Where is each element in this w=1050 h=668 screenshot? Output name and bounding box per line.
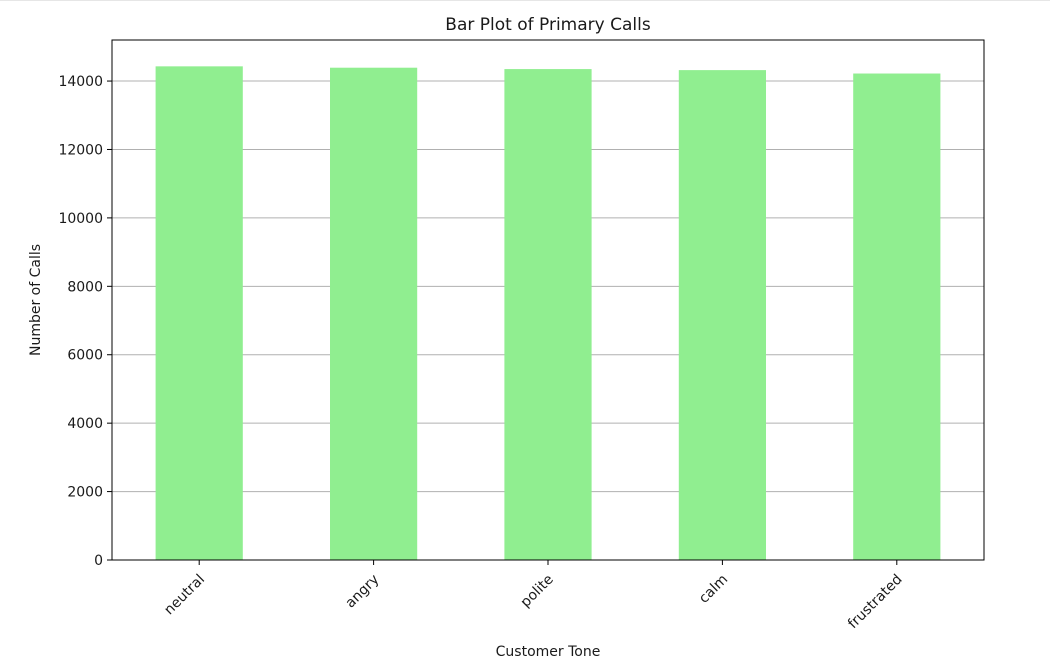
y-tick-label: 6000 [67, 348, 103, 364]
y-tick-label: 12000 [58, 142, 103, 158]
x-tick-label: calm [696, 572, 731, 607]
x-tick-label: neutral [161, 572, 208, 619]
y-axis-ticks: 0 2000 4000 6000 8000 10000 12000 14000 [58, 74, 112, 569]
y-tick-label: 8000 [67, 279, 103, 295]
bar-polite [504, 69, 592, 560]
y-tick-label: 4000 [67, 416, 103, 432]
x-tick-label: frustrated [845, 572, 906, 633]
chart-title: Bar Plot of Primary Calls [445, 15, 651, 35]
bar-calm [678, 70, 766, 561]
bar-frustrated [853, 73, 941, 561]
y-tick-label: 10000 [58, 211, 103, 227]
x-tick-label: polite [518, 572, 557, 611]
y-tick-label: 14000 [58, 74, 103, 90]
x-tick-label: angry [343, 572, 383, 612]
x-axis-label: Customer Tone [496, 644, 601, 660]
y-axis-label: Number of Calls [28, 244, 44, 356]
x-axis-ticks: neutral angry polite calm frustrated [161, 560, 906, 633]
y-tick-label: 2000 [67, 485, 103, 501]
bar-angry [330, 67, 418, 561]
y-tick-label: 0 [94, 553, 103, 569]
bars [155, 66, 941, 561]
top-border [0, 0, 1050, 1]
bar-neutral [155, 66, 243, 560]
